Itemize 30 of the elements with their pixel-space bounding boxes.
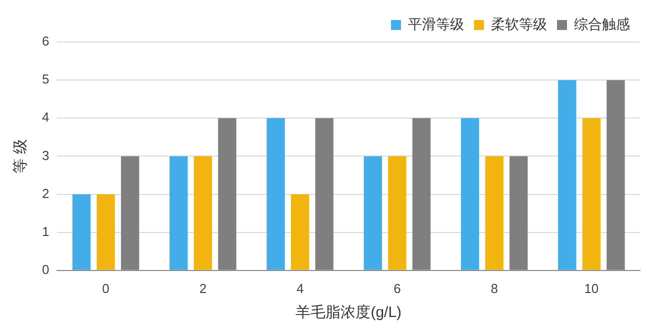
- legend-label: 平滑等级: [408, 16, 464, 32]
- bar: [460, 118, 480, 270]
- y-tick-label: 4: [42, 110, 50, 125]
- bar: [558, 80, 576, 270]
- y-tick-label: 0: [42, 262, 50, 277]
- bar: [364, 156, 382, 270]
- bar: [72, 194, 91, 270]
- bar: [266, 118, 285, 270]
- bar: [582, 118, 601, 270]
- legend-label: 综合触感: [574, 16, 630, 32]
- x-tick-label: 10: [584, 280, 599, 296]
- x-tick-label: 0: [102, 280, 110, 296]
- y-tick-label: 2: [42, 186, 50, 201]
- y-tick-label: 6: [42, 34, 50, 49]
- y-tick-label: 1: [42, 224, 50, 239]
- bar: [290, 194, 310, 270]
- bar: [170, 156, 188, 270]
- bar: [96, 194, 115, 270]
- y-tick-label: 3: [42, 148, 50, 163]
- legend-label: 柔软等级: [491, 16, 547, 32]
- y-tick-label: 5: [42, 72, 50, 87]
- y-axis-title: 等 级: [12, 139, 30, 174]
- x-tick-label: 2: [199, 280, 207, 296]
- x-axis-title: 羊毛脂浓度(g/L): [296, 304, 402, 322]
- x-tick-label: 8: [490, 280, 498, 296]
- bar: [194, 156, 212, 270]
- bar: [485, 156, 504, 270]
- bar: [388, 156, 406, 270]
- x-tick-label: 6: [394, 280, 401, 296]
- x-tick-label: 4: [296, 280, 304, 296]
